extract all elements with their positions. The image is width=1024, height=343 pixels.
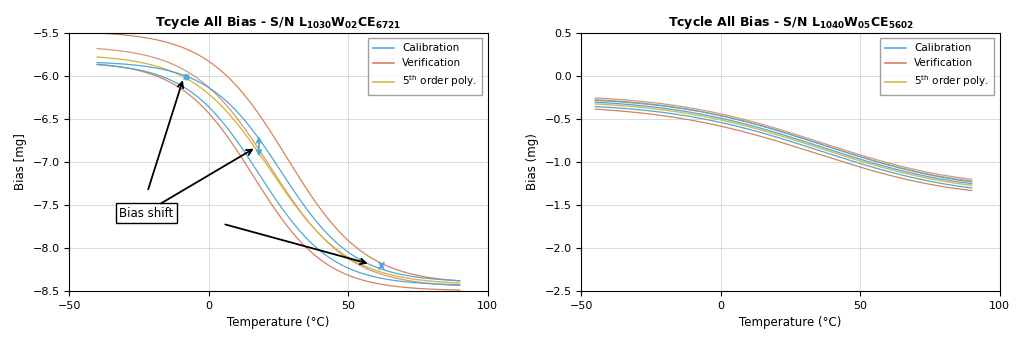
Title: Tcycle All Bias - S/N L$_{\mathregular{1030}}$W$_{\mathregular{02}}$CE$_{\mathre: Tcycle All Bias - S/N L$_{\mathregular{1… bbox=[156, 14, 401, 31]
Y-axis label: Bias [mg]: Bias [mg] bbox=[14, 133, 27, 190]
Title: Tcycle All Bias - S/N L$_{\mathregular{1040}}$W$_{\mathregular{05}}$CE$_{\mathre: Tcycle All Bias - S/N L$_{\mathregular{1… bbox=[668, 14, 913, 31]
Legend: Calibration, Verification, 5$^{\mathregular{th}}$ order poly.: Calibration, Verification, 5$^{\mathregu… bbox=[880, 38, 994, 95]
Y-axis label: Bias (mg): Bias (mg) bbox=[526, 133, 539, 190]
X-axis label: Temperature (°C): Temperature (°C) bbox=[739, 316, 842, 329]
Legend: Calibration, Verification, 5$^{\mathregular{th}}$ order poly.: Calibration, Verification, 5$^{\mathregu… bbox=[368, 38, 482, 95]
Text: Bias shift: Bias shift bbox=[120, 207, 174, 220]
X-axis label: Temperature (°C): Temperature (°C) bbox=[227, 316, 330, 329]
